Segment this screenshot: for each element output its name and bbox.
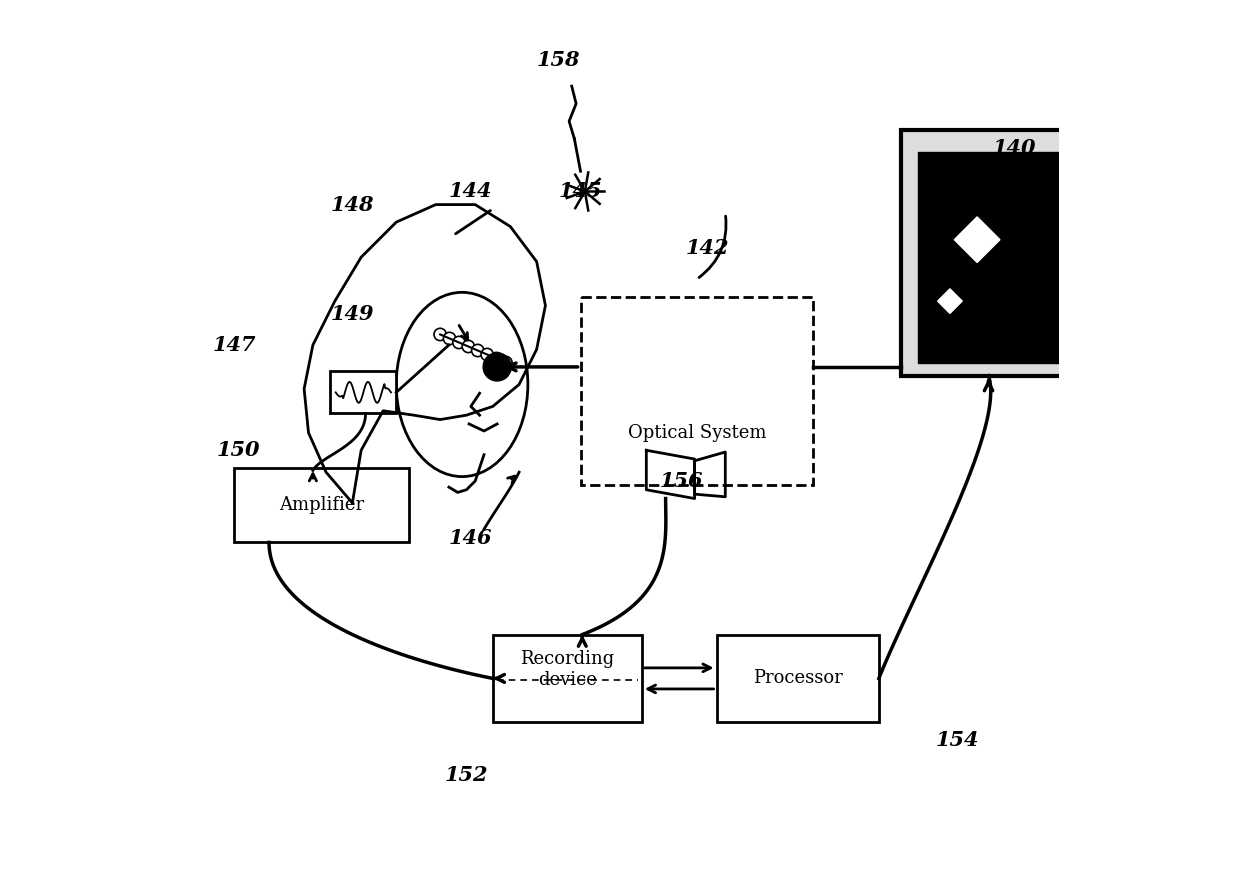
- Text: Optical System: Optical System: [627, 424, 766, 442]
- FancyBboxPatch shape: [234, 468, 409, 542]
- Text: 158: 158: [537, 49, 580, 70]
- FancyBboxPatch shape: [330, 372, 397, 413]
- Text: 152: 152: [445, 765, 489, 785]
- Text: Recording
device: Recording device: [521, 650, 615, 689]
- Text: 156: 156: [660, 471, 703, 491]
- Text: 145: 145: [559, 181, 603, 201]
- Text: 140: 140: [993, 138, 1037, 157]
- Polygon shape: [937, 289, 962, 313]
- Circle shape: [471, 344, 484, 357]
- Polygon shape: [955, 217, 999, 262]
- FancyBboxPatch shape: [900, 130, 1076, 375]
- Circle shape: [481, 349, 494, 360]
- Circle shape: [490, 352, 502, 365]
- Text: 146: 146: [449, 528, 492, 548]
- Text: 148: 148: [331, 194, 374, 215]
- Circle shape: [484, 353, 511, 381]
- Text: 154: 154: [936, 730, 980, 750]
- Text: Processor: Processor: [753, 669, 842, 687]
- Text: 149: 149: [331, 305, 374, 324]
- Circle shape: [500, 357, 512, 369]
- FancyBboxPatch shape: [717, 635, 879, 722]
- FancyBboxPatch shape: [919, 152, 1059, 363]
- Text: 150: 150: [217, 441, 260, 460]
- Circle shape: [453, 336, 465, 349]
- Circle shape: [434, 328, 446, 341]
- Text: Amplifier: Amplifier: [279, 496, 365, 514]
- Text: 147: 147: [212, 335, 255, 355]
- Circle shape: [463, 340, 475, 352]
- Circle shape: [444, 332, 455, 344]
- FancyBboxPatch shape: [492, 635, 642, 722]
- Text: 144: 144: [449, 181, 492, 201]
- Text: 142: 142: [686, 238, 729, 259]
